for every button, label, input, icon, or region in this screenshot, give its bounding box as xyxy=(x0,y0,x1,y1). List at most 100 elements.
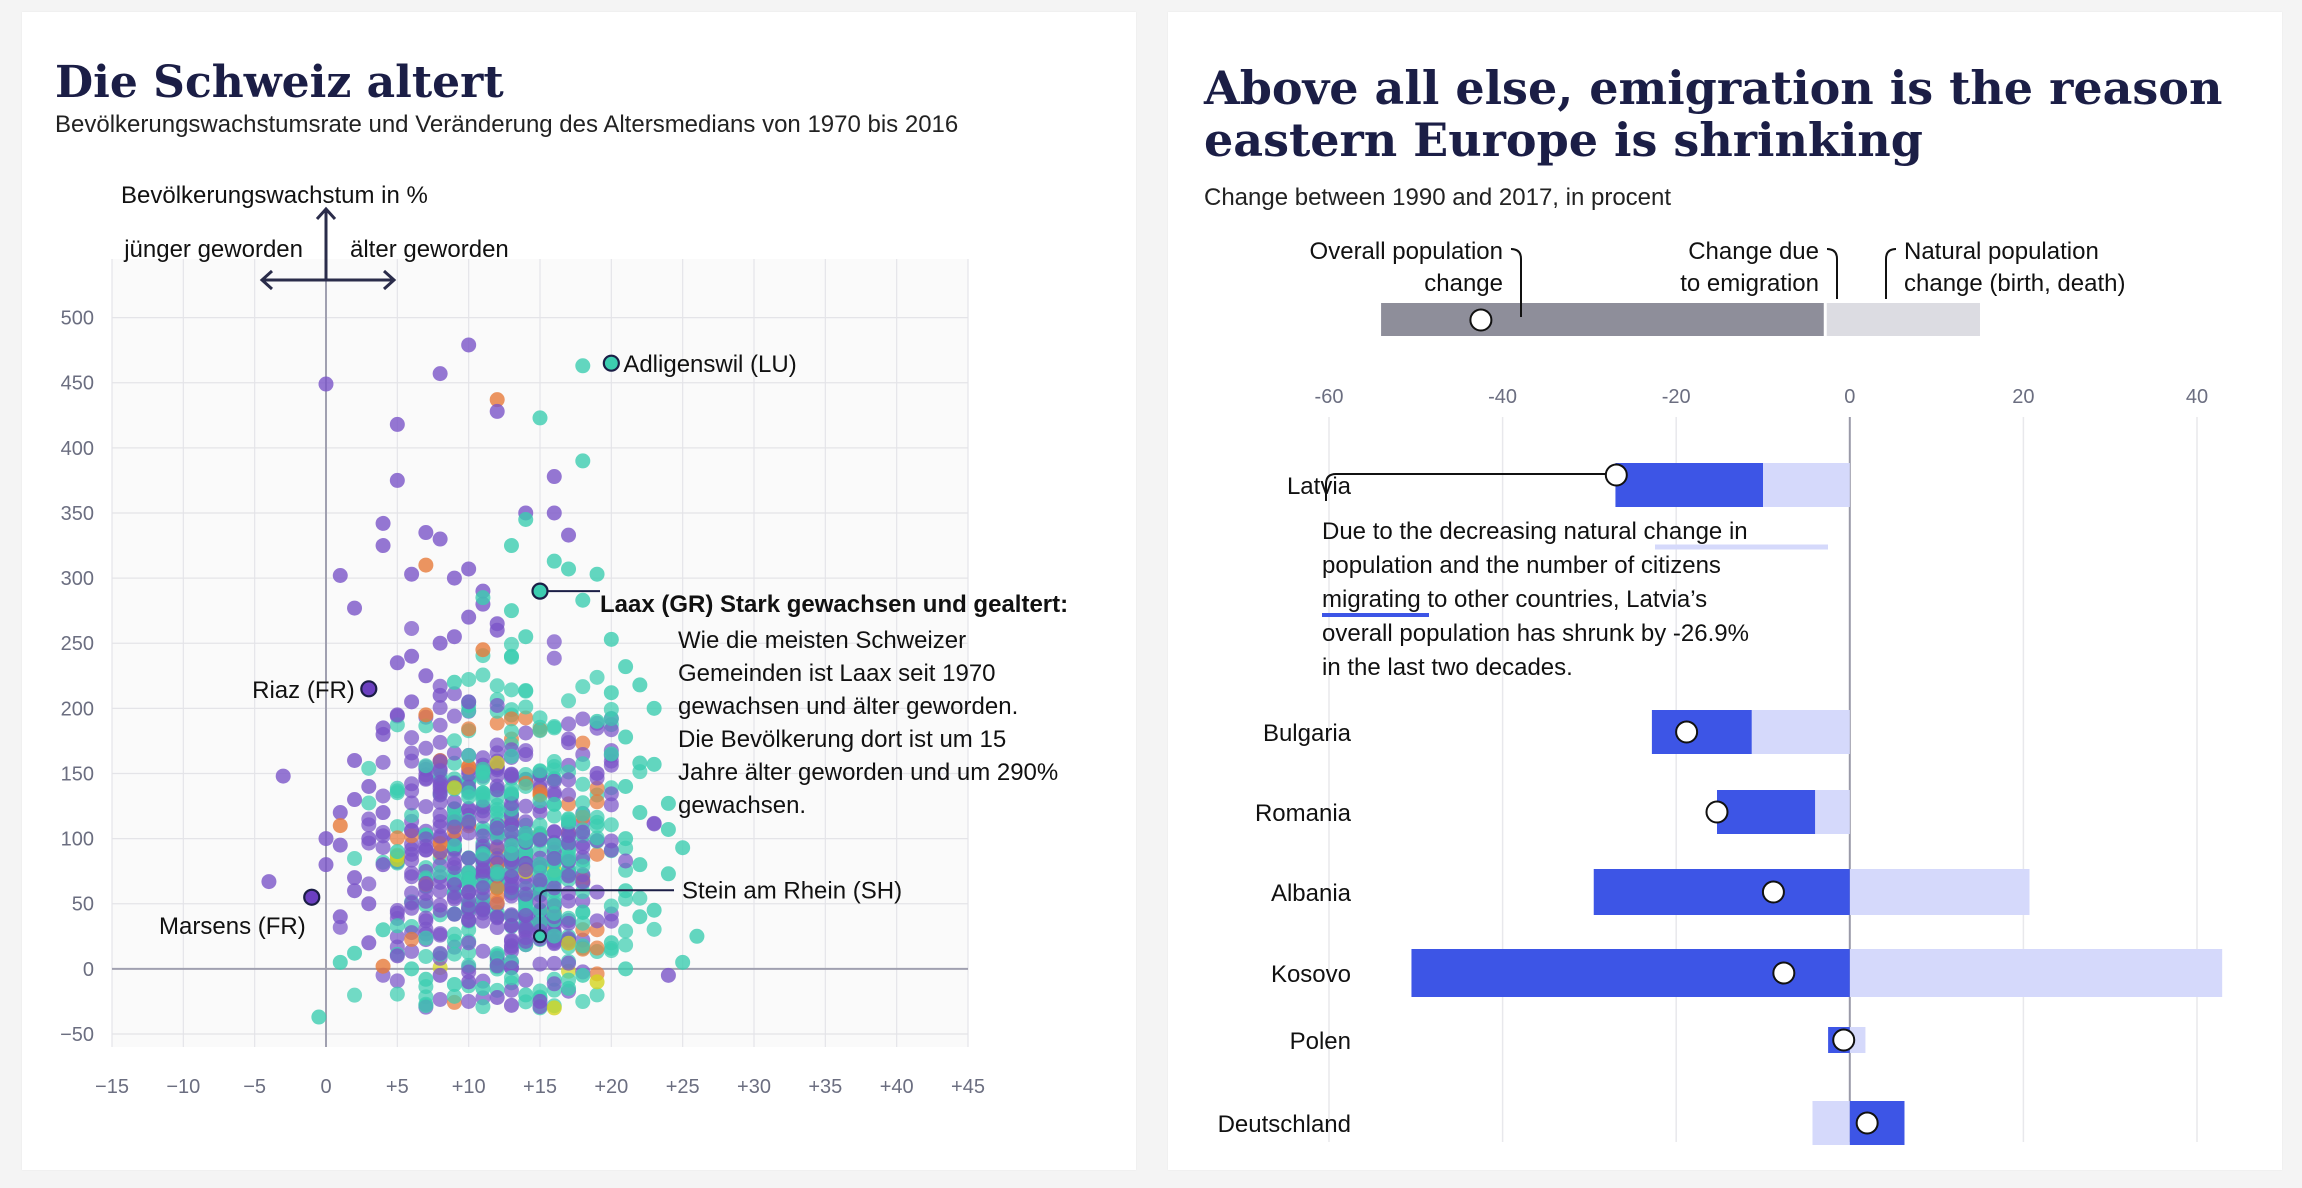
scatter-point xyxy=(561,787,577,803)
scatter-point xyxy=(546,1000,562,1016)
scatter-point xyxy=(332,805,348,821)
scatter-point xyxy=(546,837,562,853)
scatter-point xyxy=(646,756,662,772)
scatter-point xyxy=(546,880,562,896)
scatter-point xyxy=(489,958,505,974)
y-tick-label: 0 xyxy=(83,959,94,981)
scatter-point xyxy=(575,858,591,874)
scatter-point xyxy=(660,821,676,837)
y-axis-label: Bevölkerungswachstum in % xyxy=(121,182,428,209)
scatter-point xyxy=(618,923,634,939)
scatter-point xyxy=(475,846,491,862)
scatter-point xyxy=(546,824,562,840)
scatter-point xyxy=(432,945,448,961)
highlight-point xyxy=(602,354,620,372)
scatter-point xyxy=(332,818,348,834)
scatter-point xyxy=(561,868,577,884)
scatter-point xyxy=(603,722,619,738)
scatter-point xyxy=(618,659,634,675)
laax-annotation-text: Wie die meisten Schweizer Gemeinden ist L… xyxy=(678,627,1058,819)
scatter-point xyxy=(347,945,363,961)
scatter-panel: Die Schweiz altert Bevölkerungswachstums… xyxy=(22,12,1136,1170)
scatter-point xyxy=(432,700,448,716)
scatter-point xyxy=(404,943,420,959)
scatter-point xyxy=(489,895,505,911)
scatter-point xyxy=(475,792,491,808)
scatter-point xyxy=(389,905,405,921)
x-tick-label: −10 xyxy=(166,1076,200,1098)
scatter-point xyxy=(375,857,391,873)
latvia-annotation-line: overall population has shrunk by -26.9% xyxy=(1322,620,1749,647)
scatter-point xyxy=(461,884,477,900)
scatter-point xyxy=(503,933,519,949)
scatter-point xyxy=(432,531,448,547)
bar-natural xyxy=(1849,869,2030,915)
scatter-point xyxy=(404,885,420,901)
scatter-point xyxy=(546,895,562,911)
category-label: Latvia xyxy=(1287,473,1352,500)
scatter-point xyxy=(418,707,434,723)
scatter-point xyxy=(589,884,605,900)
highlight-point xyxy=(303,888,321,906)
chart-subtitle: Change between 1990 and 2017, in procent xyxy=(1204,184,1671,211)
x-tick-label: +15 xyxy=(523,1076,557,1098)
scatter-point xyxy=(446,708,462,724)
x-tick-label: 0 xyxy=(1844,386,1855,408)
scatter-point xyxy=(561,980,577,996)
y-tick-label: 250 xyxy=(61,633,94,655)
scatter-point xyxy=(561,915,577,931)
scatter-point xyxy=(446,988,462,1004)
scatter-point xyxy=(689,928,705,944)
scatter-point xyxy=(575,967,591,983)
scatter-point xyxy=(461,802,477,818)
scatter-point xyxy=(347,883,363,899)
scatter-point xyxy=(461,850,477,866)
scatter-point xyxy=(461,609,477,625)
scatter-point xyxy=(489,909,505,925)
scatter-point xyxy=(489,851,505,867)
scatter-point xyxy=(375,515,391,531)
scatter-point xyxy=(461,337,477,353)
scatter-point xyxy=(589,940,605,956)
scatter-point xyxy=(646,815,662,831)
scatter-point xyxy=(432,687,448,703)
scatter-point xyxy=(489,820,505,836)
laax-annotation-line: Die Bevölkerung dort ist um 15 xyxy=(678,726,1006,753)
laax-annotation-line: Jahre älter geworden und um 290% xyxy=(678,759,1058,786)
scatter-point xyxy=(546,866,562,882)
legend-natural-label: Natural population xyxy=(1904,238,2099,265)
scatter-point xyxy=(475,590,491,606)
scatter-point xyxy=(532,710,548,726)
scatter-point xyxy=(375,805,391,821)
scatter-point xyxy=(603,898,619,914)
scatter-point xyxy=(546,850,562,866)
scatter-point xyxy=(446,877,462,893)
scatter-point xyxy=(518,511,534,527)
highlight-point xyxy=(360,680,378,698)
bar-chart: Above all else, emigration is the reason… xyxy=(1203,61,2222,1145)
x-tick-label: −15 xyxy=(95,1076,129,1098)
scatter-point xyxy=(503,869,519,885)
scatter-point xyxy=(575,453,591,469)
x-tick-label: 20 xyxy=(2012,386,2034,408)
scatter-point xyxy=(375,828,391,844)
scatter-point xyxy=(361,831,377,847)
scatter-point xyxy=(475,980,491,996)
bar-emigration xyxy=(1593,869,1850,915)
scatter-point xyxy=(603,701,619,717)
x-tick-label: +40 xyxy=(880,1076,914,1098)
scatter-point xyxy=(603,833,619,849)
scatter-point xyxy=(503,885,519,901)
scatter-point xyxy=(418,799,434,815)
chart-subtitle: Bevölkerungswachstumsrate und Veränderun… xyxy=(55,111,958,138)
scatter-point xyxy=(361,795,377,811)
overall-change-marker xyxy=(1761,880,1785,904)
scatter-point xyxy=(475,905,491,921)
scatter-point xyxy=(489,805,505,821)
scatter-point xyxy=(489,392,505,408)
scatter-point xyxy=(446,794,462,810)
scatter-point xyxy=(432,865,448,881)
scatter-point xyxy=(532,873,548,889)
chart-title: Above all else, emigration is the reason xyxy=(1203,61,2222,115)
scatter-point xyxy=(489,622,505,638)
